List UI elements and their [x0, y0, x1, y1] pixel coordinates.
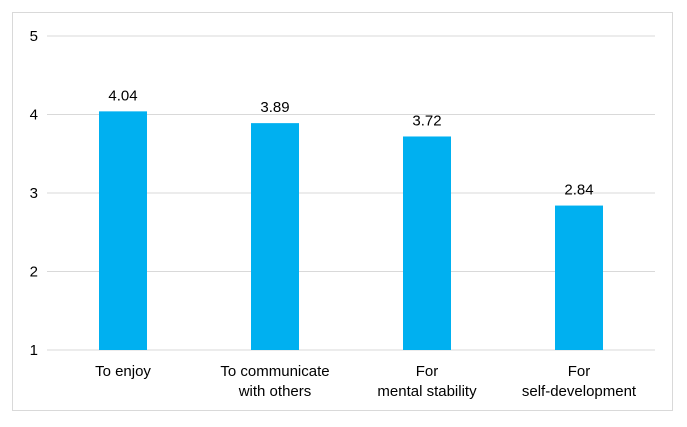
- category-label-4: For self-development: [522, 363, 637, 400]
- y-tick-label-1: 1: [30, 342, 38, 359]
- data-label-4: 2.84: [564, 182, 593, 199]
- bar-2: [251, 123, 299, 350]
- category-label-3: For mental stability: [377, 363, 477, 400]
- bar-4: [555, 205, 603, 350]
- bar-3: [403, 136, 451, 350]
- y-tick-label-5: 5: [30, 28, 38, 45]
- data-label-1: 4.04: [108, 87, 137, 104]
- y-tick-label-2: 2: [30, 264, 38, 281]
- y-tick-label-3: 3: [30, 185, 38, 202]
- category-label-4-line-2: self-development: [522, 383, 637, 400]
- y-tick-label-4: 4: [30, 107, 38, 124]
- category-label-2: To communicate with others: [220, 363, 329, 400]
- data-label-3: 3.72: [412, 112, 441, 129]
- category-label-1-line-1: To enjoy: [95, 363, 151, 380]
- category-label-3-line-1: For: [416, 363, 439, 380]
- category-label-3-line-2: mental stability: [377, 383, 477, 400]
- category-label-2-line-2: with others: [238, 383, 312, 400]
- category-label-2-line-1: To communicate: [220, 363, 329, 380]
- category-label-4-line-1: For: [568, 363, 591, 380]
- category-label-1: To enjoy: [95, 363, 151, 380]
- bar-1: [99, 111, 147, 350]
- data-label-2: 3.89: [260, 99, 289, 116]
